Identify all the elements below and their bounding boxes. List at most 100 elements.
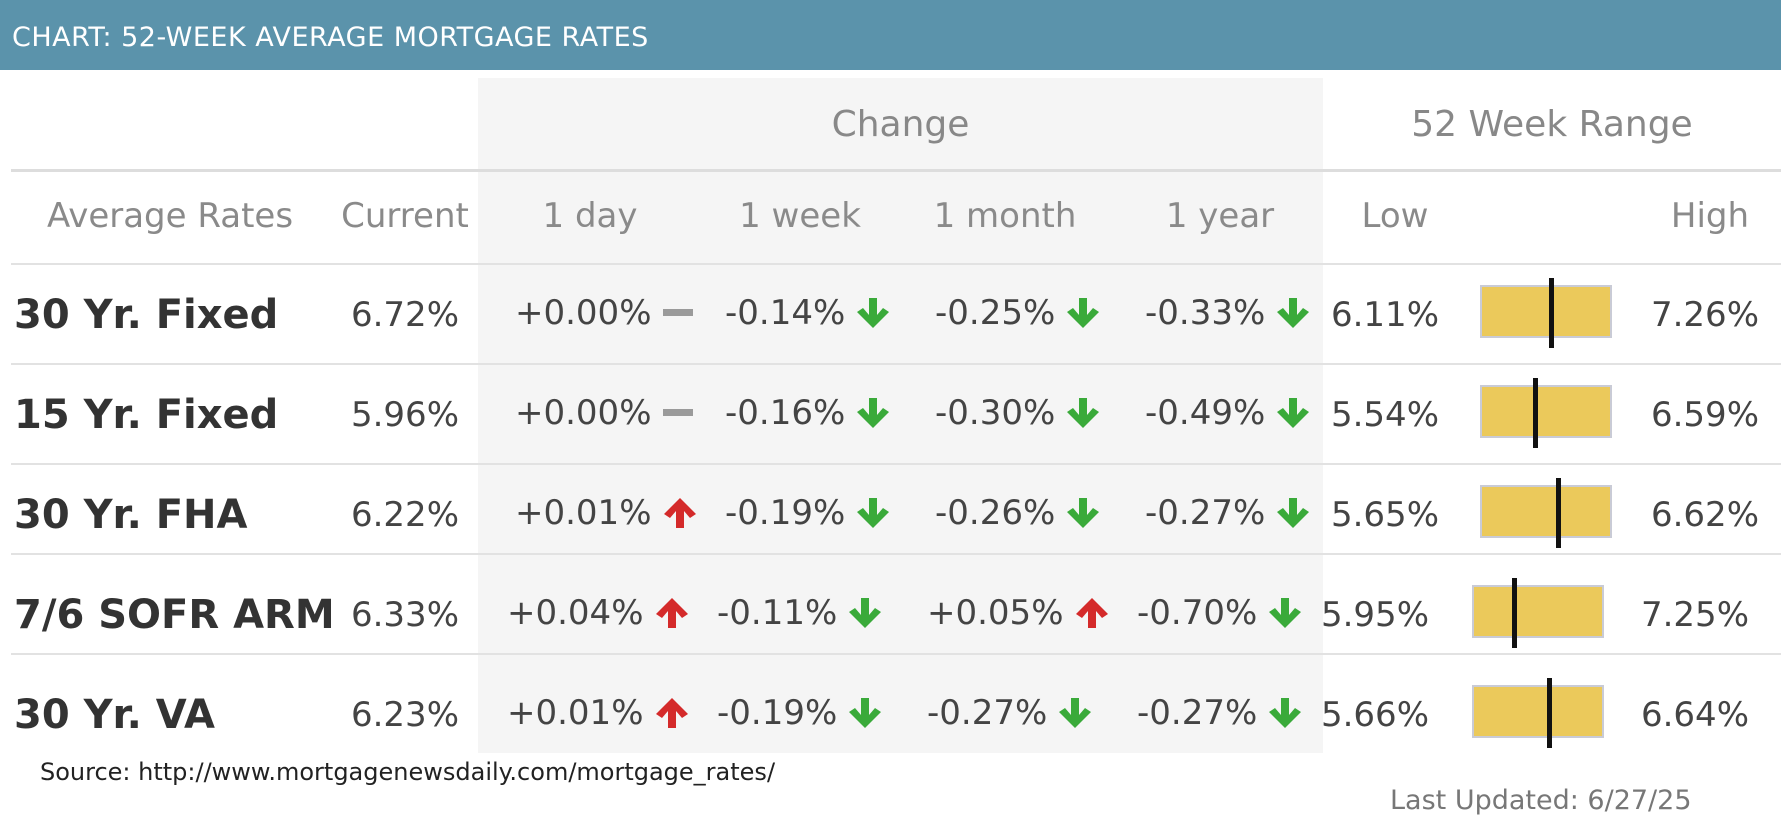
change-value: -0.27%: [927, 693, 1048, 733]
range-bar: [1480, 478, 1612, 548]
row-divider: [11, 553, 1781, 555]
column-header-average-rates: Average Rates: [46, 196, 294, 236]
arrow-up-icon: [652, 496, 698, 530]
arrow-down-icon: [845, 496, 891, 530]
arrow-down-icon: [837, 696, 883, 730]
range-high: 7.25%: [1640, 595, 1749, 635]
current-rate: 6.23%: [350, 695, 459, 735]
change-cell: -0.16%: [725, 393, 891, 433]
range-bar: [1472, 578, 1604, 648]
arrow-down-icon: [1047, 696, 1093, 730]
change-value: -0.19%: [717, 693, 838, 733]
current-rate: 6.33%: [350, 595, 459, 635]
change-cell: -0.11%: [717, 593, 883, 633]
change-value: -0.16%: [725, 393, 846, 433]
range-bar: [1480, 378, 1612, 448]
change-cell: -0.70%: [1137, 593, 1303, 633]
row-label: 30 Yr. FHA: [14, 492, 248, 538]
change-value: -0.25%: [935, 293, 1056, 333]
group-header-change: Change: [831, 104, 970, 145]
change-cell: +0.01%: [507, 693, 690, 733]
current-marker: [1555, 478, 1561, 548]
arrow-down-icon: [1265, 296, 1311, 330]
arrow-down-icon: [1257, 596, 1303, 630]
row-divider: [11, 463, 1781, 465]
change-cell: +0.04%: [507, 593, 690, 633]
change-value: +0.01%: [507, 693, 644, 733]
current-rate: 5.96%: [350, 395, 459, 435]
last-updated: Last Updated: 6/27/25: [1390, 785, 1692, 816]
column-header-1-month: 1 month: [933, 196, 1077, 236]
current-rate: 6.22%: [350, 495, 459, 535]
change-column-shading: [478, 78, 1323, 753]
range-high: 6.64%: [1640, 695, 1749, 735]
source-note: Source: http://www.mortgagenewsdaily.com…: [40, 758, 776, 786]
range-low: 6.11%: [1330, 295, 1439, 335]
change-cell: -0.27%: [1145, 493, 1311, 533]
arrow-up-icon: [644, 696, 690, 730]
arrow-down-icon: [837, 596, 883, 630]
arrow-down-icon: [1055, 496, 1101, 530]
range-high: 6.59%: [1650, 395, 1759, 435]
change-cell: -0.27%: [927, 693, 1093, 733]
range-low: 5.66%: [1320, 695, 1429, 735]
group-header-52-week-range: 52 Week Range: [1411, 104, 1693, 145]
current-marker: [1532, 378, 1538, 448]
row-divider: [11, 263, 1781, 265]
arrow-down-icon: [1055, 296, 1101, 330]
row-divider: [11, 363, 1781, 365]
range-low: 5.54%: [1330, 395, 1439, 435]
change-value: +0.00%: [515, 393, 652, 433]
row-label: 15 Yr. Fixed: [14, 392, 279, 438]
range-high: 7.26%: [1650, 295, 1759, 335]
dash-icon: [652, 396, 694, 430]
arrow-down-icon: [845, 396, 891, 430]
arrow-up-icon: [1064, 596, 1110, 630]
column-header-1-day: 1 day: [542, 196, 638, 236]
change-cell: +0.00%: [515, 393, 694, 433]
arrow-up-icon: [644, 596, 690, 630]
change-value: +0.00%: [515, 293, 652, 333]
change-value: -0.70%: [1137, 593, 1258, 633]
change-value: +0.05%: [927, 593, 1064, 633]
change-value: +0.04%: [507, 593, 644, 633]
range-high: 6.62%: [1650, 495, 1759, 535]
change-value: -0.27%: [1145, 493, 1266, 533]
arrow-down-icon: [1265, 396, 1311, 430]
range-bar: [1472, 678, 1604, 748]
current-rate: 6.72%: [350, 295, 459, 335]
change-cell: -0.25%: [935, 293, 1101, 333]
arrow-down-icon: [1265, 496, 1311, 530]
change-cell: -0.27%: [1137, 693, 1303, 733]
range-bar: [1480, 278, 1612, 348]
change-cell: +0.00%: [515, 293, 694, 333]
range-low: 5.65%: [1330, 495, 1439, 535]
row-label: 30 Yr. Fixed: [14, 292, 279, 338]
change-cell: -0.19%: [725, 493, 891, 533]
change-value: -0.11%: [717, 593, 838, 633]
change-cell: +0.01%: [515, 493, 698, 533]
header-divider: [11, 169, 1781, 172]
chart-banner: CHART: 52-WEEK AVERAGE MORTGAGE RATES: [0, 0, 1781, 70]
change-value: -0.19%: [725, 493, 846, 533]
row-label: 7/6 SOFR ARM: [14, 592, 335, 638]
change-cell: -0.14%: [725, 293, 891, 333]
current-marker: [1511, 578, 1517, 648]
change-value: -0.27%: [1137, 693, 1258, 733]
change-value: -0.33%: [1145, 293, 1266, 333]
column-header-1-week: 1 week: [739, 196, 861, 236]
arrow-down-icon: [1257, 696, 1303, 730]
arrow-down-icon: [1055, 396, 1101, 430]
column-header-high: High: [1670, 196, 1750, 236]
dash-icon: [652, 296, 694, 330]
current-marker: [1546, 678, 1552, 748]
change-cell: -0.49%: [1145, 393, 1311, 433]
change-value: -0.30%: [935, 393, 1056, 433]
row-label: 30 Yr. VA: [14, 692, 215, 738]
current-marker: [1548, 278, 1554, 348]
change-cell: -0.19%: [717, 693, 883, 733]
arrow-down-icon: [845, 296, 891, 330]
range-low: 5.95%: [1320, 595, 1429, 635]
row-divider: [11, 653, 1781, 655]
change-value: -0.14%: [725, 293, 846, 333]
